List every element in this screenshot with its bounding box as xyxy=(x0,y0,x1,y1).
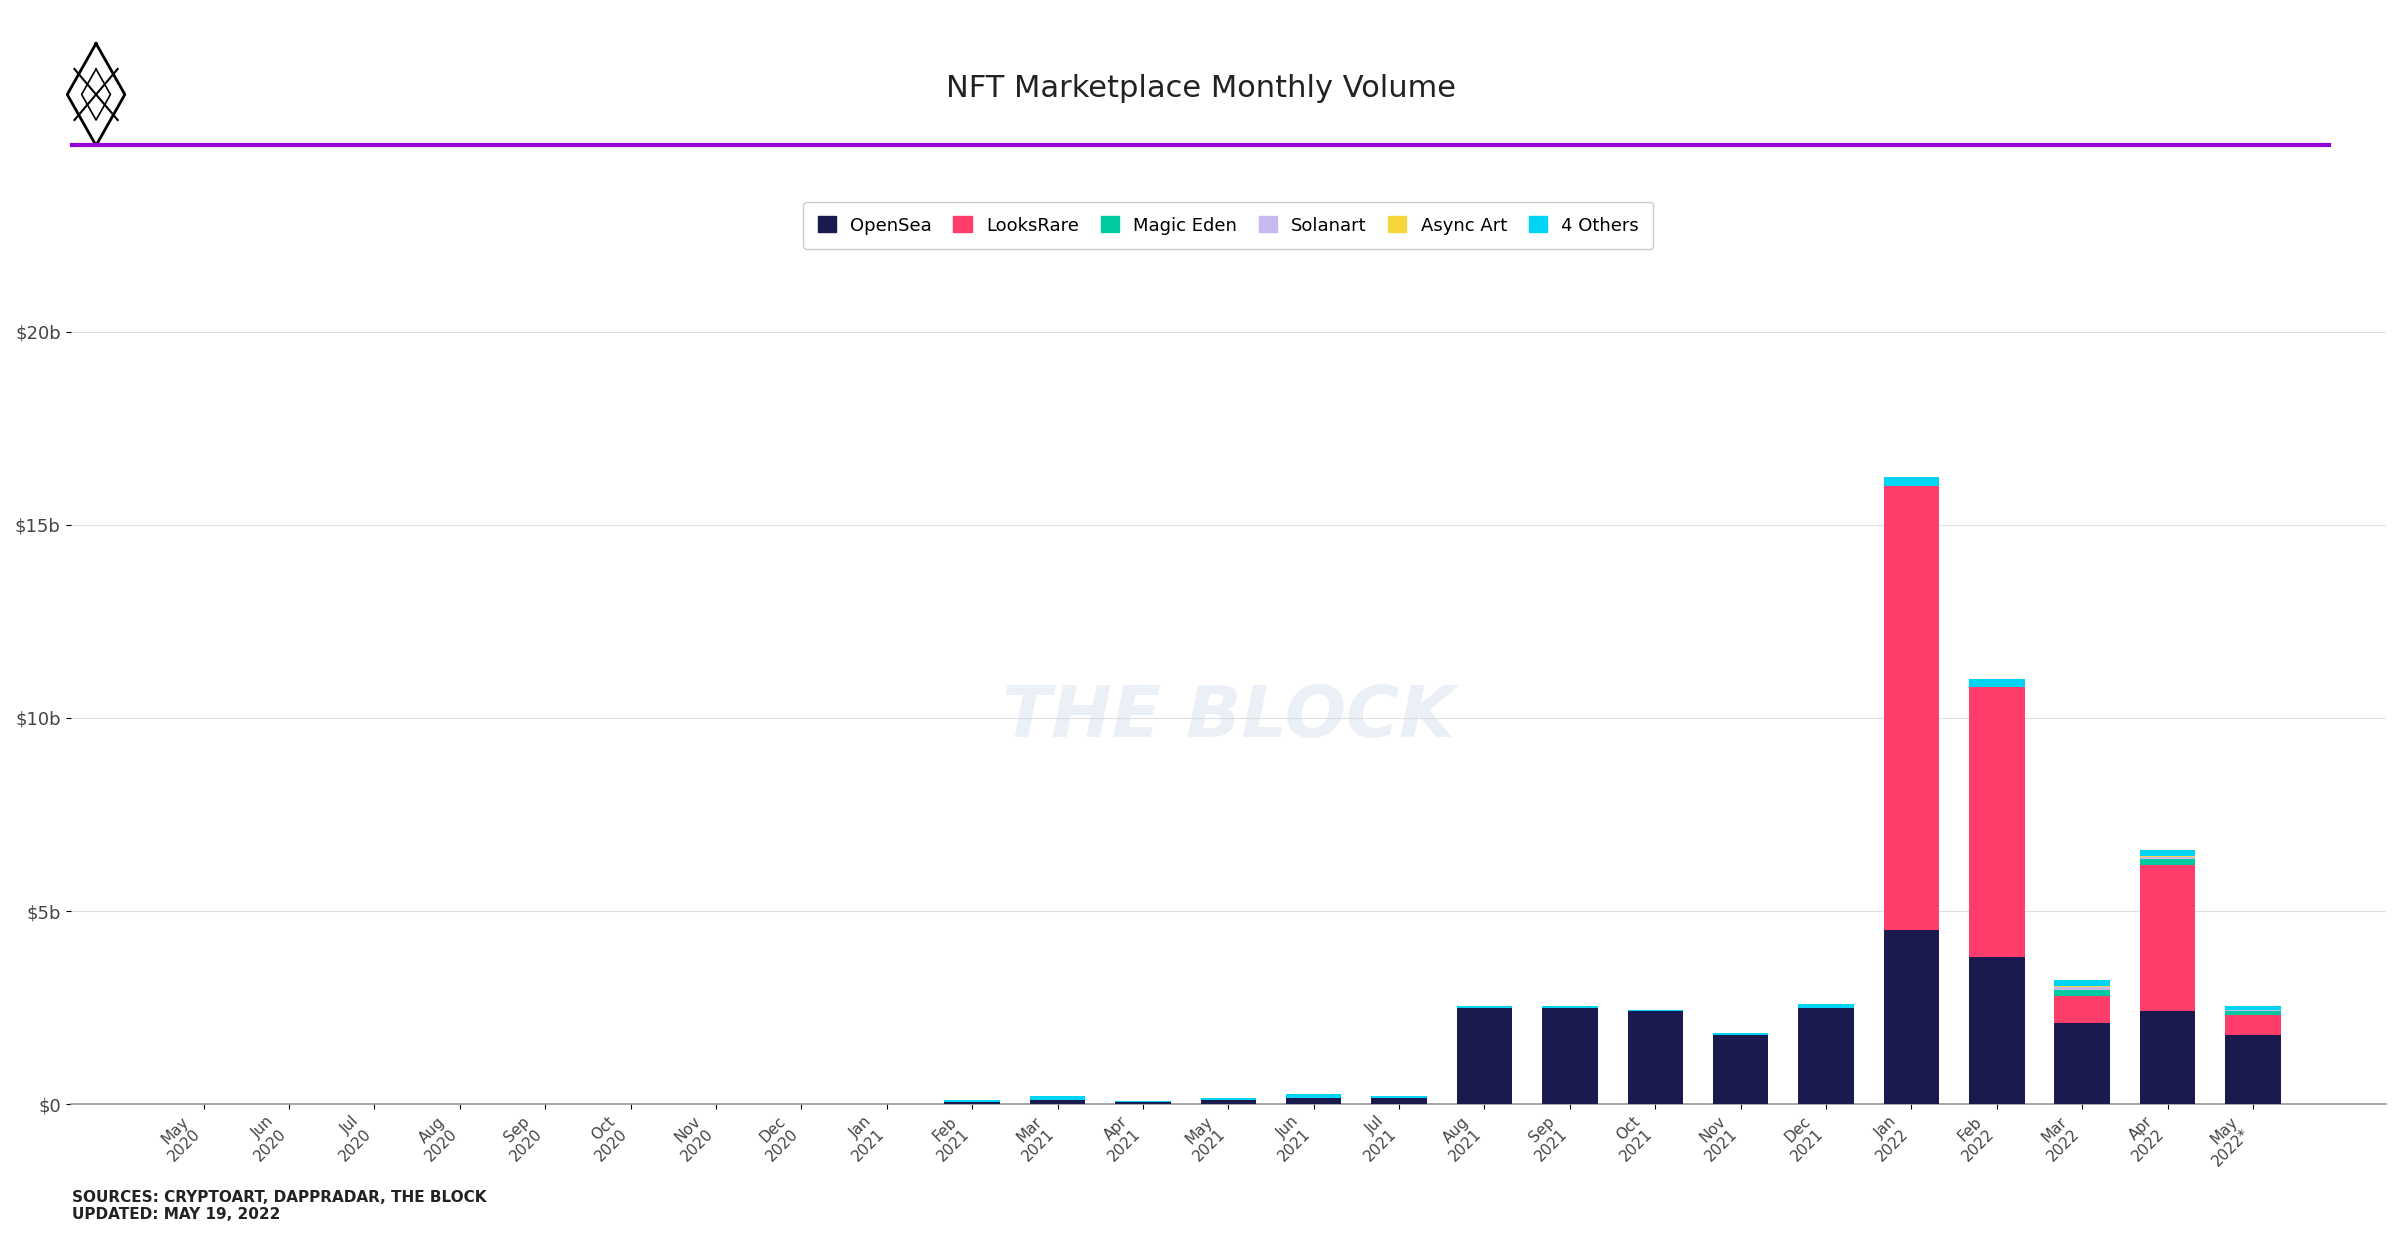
Bar xyxy=(1030,1100,1085,1104)
Bar xyxy=(1885,476,1940,486)
Bar xyxy=(1541,1008,1597,1104)
Text: NFT Marketplace Monthly Volume: NFT Marketplace Monthly Volume xyxy=(946,73,1455,103)
Bar xyxy=(1969,958,2024,1104)
Bar xyxy=(1371,1099,1426,1104)
Bar xyxy=(1200,1099,1256,1100)
Bar xyxy=(1457,1008,1513,1104)
Text: SOURCES: CRYPTOART, DAPPRADAR, THE BLOCK
UPDATED: MAY 19, 2022: SOURCES: CRYPTOART, DAPPRADAR, THE BLOCK… xyxy=(72,1189,487,1222)
Bar xyxy=(1287,1099,1342,1104)
Bar xyxy=(1628,1009,1683,1012)
Bar xyxy=(1969,687,2024,958)
Bar xyxy=(1798,1004,1854,1008)
Bar xyxy=(1287,1095,1342,1099)
Bar xyxy=(2055,987,2110,990)
Bar xyxy=(1798,1008,1854,1104)
Bar xyxy=(1200,1100,1256,1104)
Bar xyxy=(2226,1005,2281,1009)
Bar xyxy=(1712,1034,1770,1104)
Bar xyxy=(2139,864,2195,1012)
Bar xyxy=(2226,1016,2281,1034)
Text: THE BLOCK: THE BLOCK xyxy=(1001,683,1455,752)
Bar xyxy=(1885,930,1940,1104)
Legend: OpenSea, LooksRare, Magic Eden, Solanart, Async Art, 4 Others: OpenSea, LooksRare, Magic Eden, Solanart… xyxy=(802,202,1654,249)
Bar xyxy=(2139,857,2195,859)
Bar xyxy=(2055,995,2110,1023)
Bar xyxy=(944,1100,999,1102)
Bar xyxy=(2139,1012,2195,1104)
Bar xyxy=(1114,1102,1172,1104)
Bar xyxy=(1628,1012,1683,1104)
Bar xyxy=(2055,1023,2110,1104)
Bar xyxy=(1371,1096,1426,1099)
Bar xyxy=(2055,990,2110,995)
Bar xyxy=(1541,1005,1597,1008)
Bar xyxy=(1712,1033,1770,1034)
Bar xyxy=(1030,1096,1085,1100)
Bar xyxy=(2226,1034,2281,1104)
Bar xyxy=(2139,850,2195,856)
Bar xyxy=(1457,1005,1513,1008)
Bar xyxy=(2055,980,2110,987)
Bar xyxy=(2139,859,2195,864)
Bar xyxy=(1885,486,1940,930)
Bar xyxy=(944,1102,999,1104)
Bar xyxy=(1969,679,2024,687)
Bar xyxy=(2226,1012,2281,1016)
